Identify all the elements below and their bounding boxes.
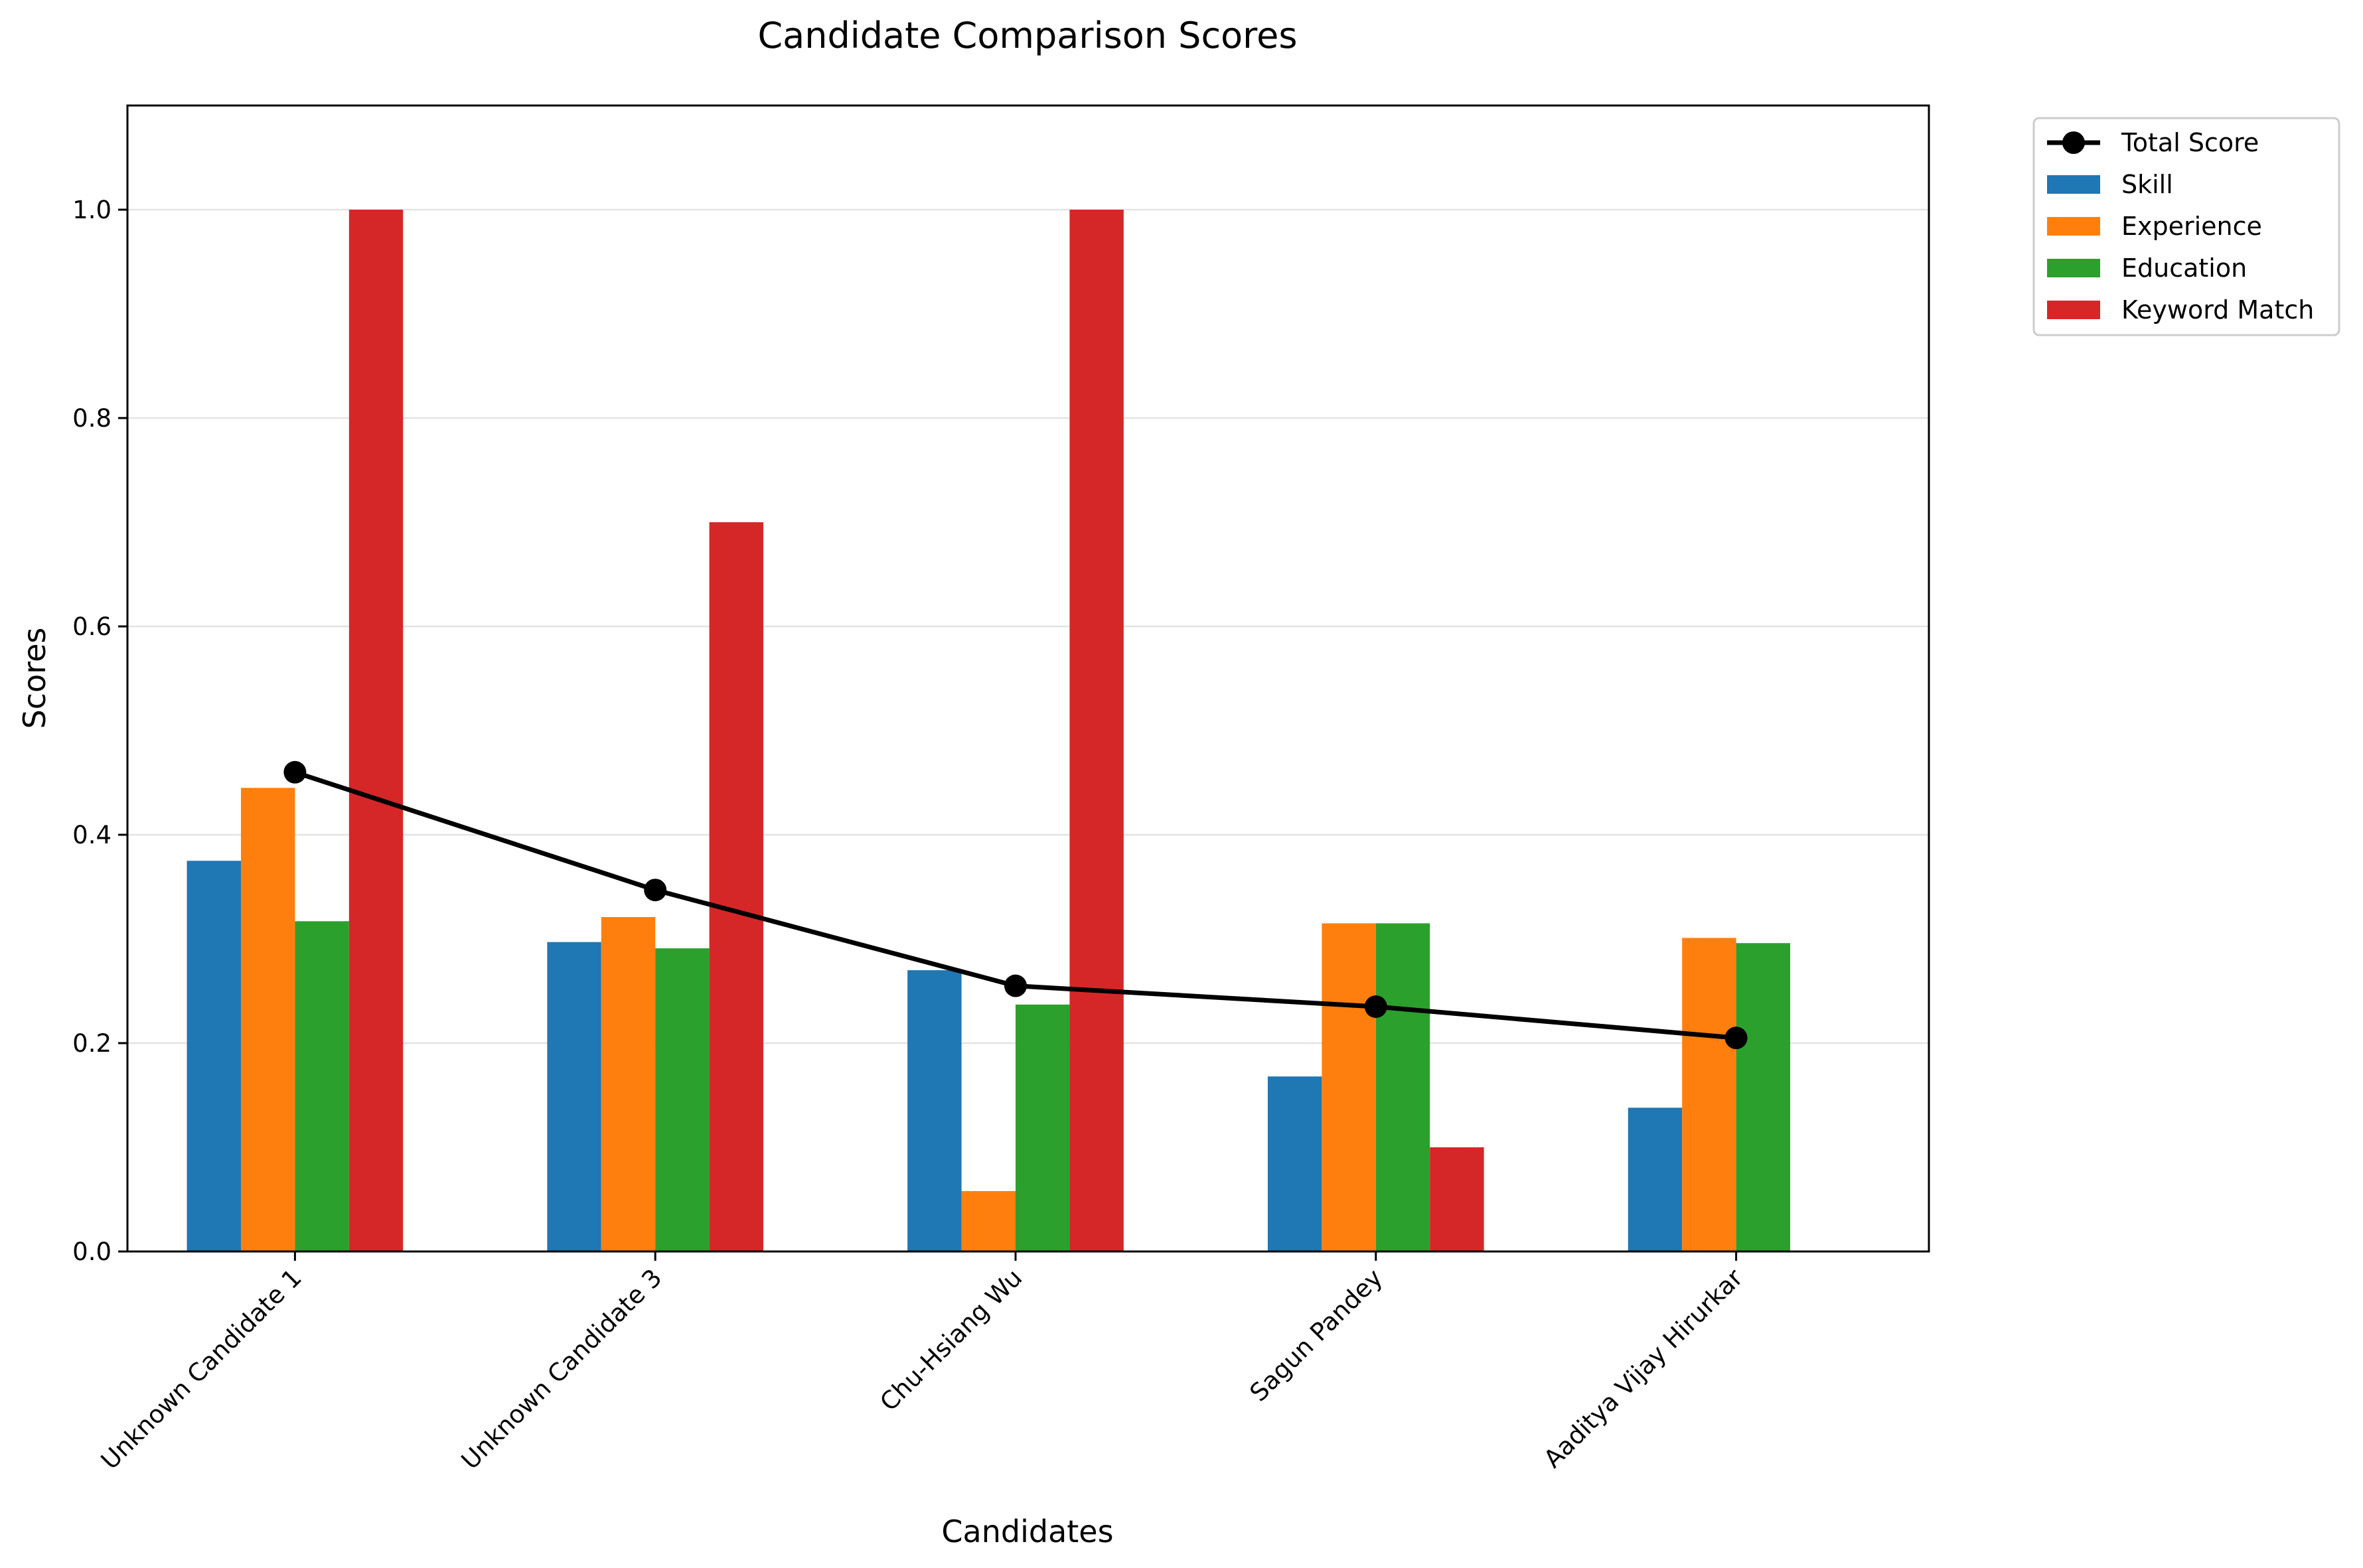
legend-label-keyword-match: Keyword Match (2121, 295, 2314, 324)
y-tick-label: 0.0 (72, 1238, 112, 1266)
bar-education (655, 948, 710, 1251)
bar-experience (961, 1190, 1016, 1251)
legend: Total Score Skill Experience Education Keywo… (2032, 117, 2340, 336)
total-score-point (1004, 974, 1028, 997)
bar-education (295, 921, 349, 1251)
legend-swatch-experience (2047, 217, 2100, 236)
total-score-point (1724, 1027, 1748, 1050)
total-score-point (1364, 995, 1387, 1019)
total-score-line (283, 760, 1748, 1050)
y-axis: 0.0 0.2 0.4 0.6 0.8 1.0 (72, 196, 127, 1266)
bar-skill (187, 861, 241, 1251)
bar-keyword-match (1069, 210, 1124, 1251)
x-axis: Unknown Candidate 1 Unknown Candidate 3 Ch… (96, 1251, 1749, 1475)
bar-keyword-match (348, 210, 404, 1251)
bar-education (1375, 923, 1430, 1251)
plot-frame (126, 104, 1930, 1253)
legend-label-skill: Skill (2121, 170, 2173, 199)
y-tick-label: 1.0 (72, 196, 112, 224)
bar-keyword-match (709, 522, 764, 1251)
x-tick-label: Chu-Hsiang Wu (874, 1263, 1028, 1417)
bar-education (1016, 1004, 1070, 1251)
bar-experience (601, 917, 656, 1251)
bar-skill (907, 970, 962, 1251)
legend-marker-total-score (2062, 131, 2085, 154)
bar-keyword-match (1430, 1147, 1484, 1251)
x-tick-label: Unknown Candidate 3 (456, 1263, 668, 1475)
y-axis-title: Scores (17, 628, 52, 729)
bar-skill (547, 942, 601, 1251)
chart-title: Candidate Comparison Scores (757, 15, 1297, 56)
y-tick-label: 0.8 (72, 404, 112, 433)
legend-swatch-skill (2047, 175, 2100, 194)
total-score-point (644, 879, 667, 902)
total-score-point (283, 760, 307, 784)
bar-experience (1682, 938, 1736, 1251)
bar-experience (1322, 923, 1376, 1251)
legend-swatch-keyword-match (2047, 301, 2100, 319)
total-score-polyline (294, 770, 1736, 1040)
bars (187, 210, 1791, 1251)
legend-frame (2032, 117, 2340, 336)
grid (127, 208, 1929, 1044)
y-tick-label: 0.6 (72, 612, 112, 641)
bar-skill (1628, 1107, 1683, 1251)
legend-label-experience: Experience (2121, 212, 2262, 241)
x-axis-title: Candidates (941, 1514, 1113, 1549)
bar-experience (240, 788, 295, 1251)
legend-label-total-score: Total Score (2121, 128, 2259, 157)
x-tick-label: Sagun Pandey (1245, 1263, 1389, 1407)
legend-swatch-education (2047, 259, 2100, 277)
y-tick-label: 0.4 (72, 821, 112, 849)
x-tick-label: Unknown Candidate 1 (96, 1263, 307, 1475)
bar-education (1736, 943, 1791, 1251)
legend-label-education: Education (2121, 253, 2247, 283)
y-tick-label: 0.2 (72, 1029, 112, 1058)
x-tick-label: Aaditya Vijay Hirurkar (1538, 1263, 1748, 1473)
bar-skill (1267, 1076, 1322, 1251)
